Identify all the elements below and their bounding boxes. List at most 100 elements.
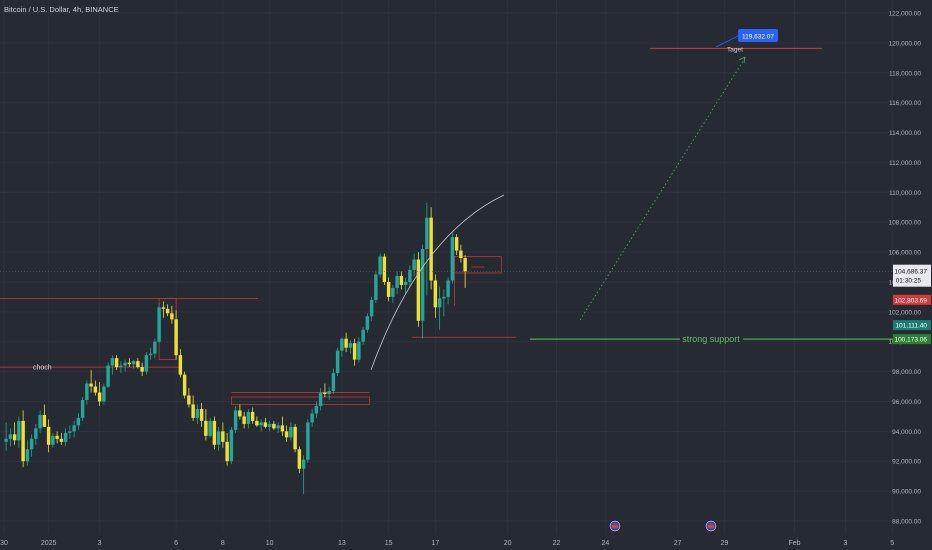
- candle-body: [331, 373, 336, 392]
- candle-body: [216, 431, 221, 445]
- candle-body: [391, 287, 395, 297]
- x-tick-label: 2025: [41, 540, 57, 547]
- candle-body: [140, 367, 144, 372]
- y-tick-label: 88,000.00: [892, 519, 921, 526]
- current-price-badge: [893, 264, 931, 287]
- candle-body: [191, 404, 195, 418]
- candle-body: [72, 425, 76, 432]
- candle-body: [38, 414, 42, 429]
- candle-body: [161, 307, 166, 309]
- candle-body: [280, 425, 285, 432]
- candle-body: [327, 391, 331, 394]
- candle-body: [369, 299, 374, 317]
- candle-body: [8, 434, 13, 439]
- price-axis[interactable]: 88,000.00 90,000.00 92,000.00 94,000.00 96,0…: [888, 11, 931, 526]
- price-label-text: 102,803.69: [894, 297, 927, 304]
- candle-body: [157, 307, 161, 342]
- order-block-box: [231, 396, 370, 405]
- candle-body: [412, 259, 416, 270]
- candle-body: [284, 431, 289, 438]
- candle-body: [89, 383, 93, 387]
- price-label-badge: [893, 320, 931, 331]
- candle-body: [365, 316, 370, 330]
- candle-body: [55, 435, 59, 439]
- candle-body: [314, 405, 319, 414]
- y-tick-label: 96,000.00: [892, 399, 921, 406]
- candle-body: [442, 296, 446, 299]
- candle-body: [4, 438, 8, 442]
- candle-body: [34, 428, 38, 439]
- candle-body: [131, 361, 136, 365]
- candle-body: [85, 383, 89, 400]
- candle-body: [233, 410, 238, 430]
- candle-body: [80, 399, 85, 418]
- candle-body: [306, 422, 310, 460]
- candle-body: [97, 392, 102, 402]
- y-tick-label: 106,000.00: [888, 250, 921, 257]
- support-label: strong support: [682, 334, 740, 344]
- target-label: Taget: [727, 46, 743, 53]
- x-tick-label: 30: [0, 540, 8, 547]
- candle-body: [446, 280, 450, 297]
- candle-body: [301, 459, 306, 469]
- price-label-badge: [893, 294, 931, 305]
- candle-body: [340, 338, 344, 351]
- target-price-tag: [738, 29, 778, 42]
- candle-body: [357, 341, 361, 360]
- candle-body: [127, 362, 132, 365]
- candle-body: [123, 362, 127, 366]
- candle-body: [195, 408, 200, 418]
- candle-body: [46, 426, 51, 445]
- time-axis[interactable]: 30 2025 3 6 8 10 13 15 17 20 22 24 27 29 Feb 3 5: [0, 540, 894, 547]
- candle-body: [454, 237, 459, 251]
- x-tick-label: 27: [674, 540, 682, 547]
- x-tick-label: 10: [266, 540, 274, 547]
- candle-body: [12, 434, 17, 441]
- x-tick-label: 22: [553, 540, 561, 547]
- candle-body: [463, 258, 467, 272]
- event-markers[interactable]: [609, 520, 717, 532]
- candle-body: [272, 423, 276, 429]
- candle-body: [297, 449, 302, 469]
- curve-arc: [370, 194, 505, 371]
- candle-body: [148, 353, 153, 356]
- current-price-value: 104,686.37: [894, 269, 927, 276]
- candle-body: [242, 416, 246, 424]
- candle-body: [361, 329, 365, 342]
- candle-body: [119, 365, 123, 368]
- us-flag-stripe-icon: [612, 525, 618, 528]
- x-tick-label: 8: [221, 540, 225, 547]
- candle-body: [136, 361, 140, 368]
- x-tick-label: 3: [844, 540, 848, 547]
- symbol-title: Bitcoin / U.S. Dollar, 4h, BINANCE: [4, 5, 119, 14]
- candle-body: [399, 275, 404, 285]
- candle-body: [450, 237, 455, 281]
- candle-body: [310, 413, 314, 423]
- candle-body: [182, 374, 187, 396]
- candle-body: [382, 256, 387, 282]
- candle-body: [259, 422, 263, 426]
- y-tick-label: 102,000.00: [888, 309, 921, 316]
- candle-body: [429, 217, 433, 281]
- y-tick-label: 116,000.00: [889, 100, 921, 107]
- y-tick-label: 112,000.00: [889, 160, 921, 167]
- drawing-annotations: strong support choch Taget 119,632.07: [0, 29, 893, 372]
- candle-body: [204, 420, 208, 436]
- candle-body: [293, 426, 297, 450]
- candle-body: [165, 308, 170, 314]
- y-tick-label: 90,000.00: [892, 489, 921, 496]
- candle-body: [255, 420, 259, 426]
- candle-body: [437, 298, 442, 308]
- y-tick-label: 92,000.00: [892, 459, 921, 466]
- y-tick-label: 120,000.00: [888, 40, 921, 47]
- candle-body: [110, 358, 115, 366]
- x-tick-label: 6: [174, 540, 178, 547]
- x-tick-label: 20: [504, 540, 512, 547]
- candle-body: [267, 423, 272, 427]
- candle-body: [187, 395, 191, 405]
- candle-body: [323, 392, 327, 394]
- candlestick-series: [4, 202, 467, 495]
- candle-body: [344, 338, 348, 348]
